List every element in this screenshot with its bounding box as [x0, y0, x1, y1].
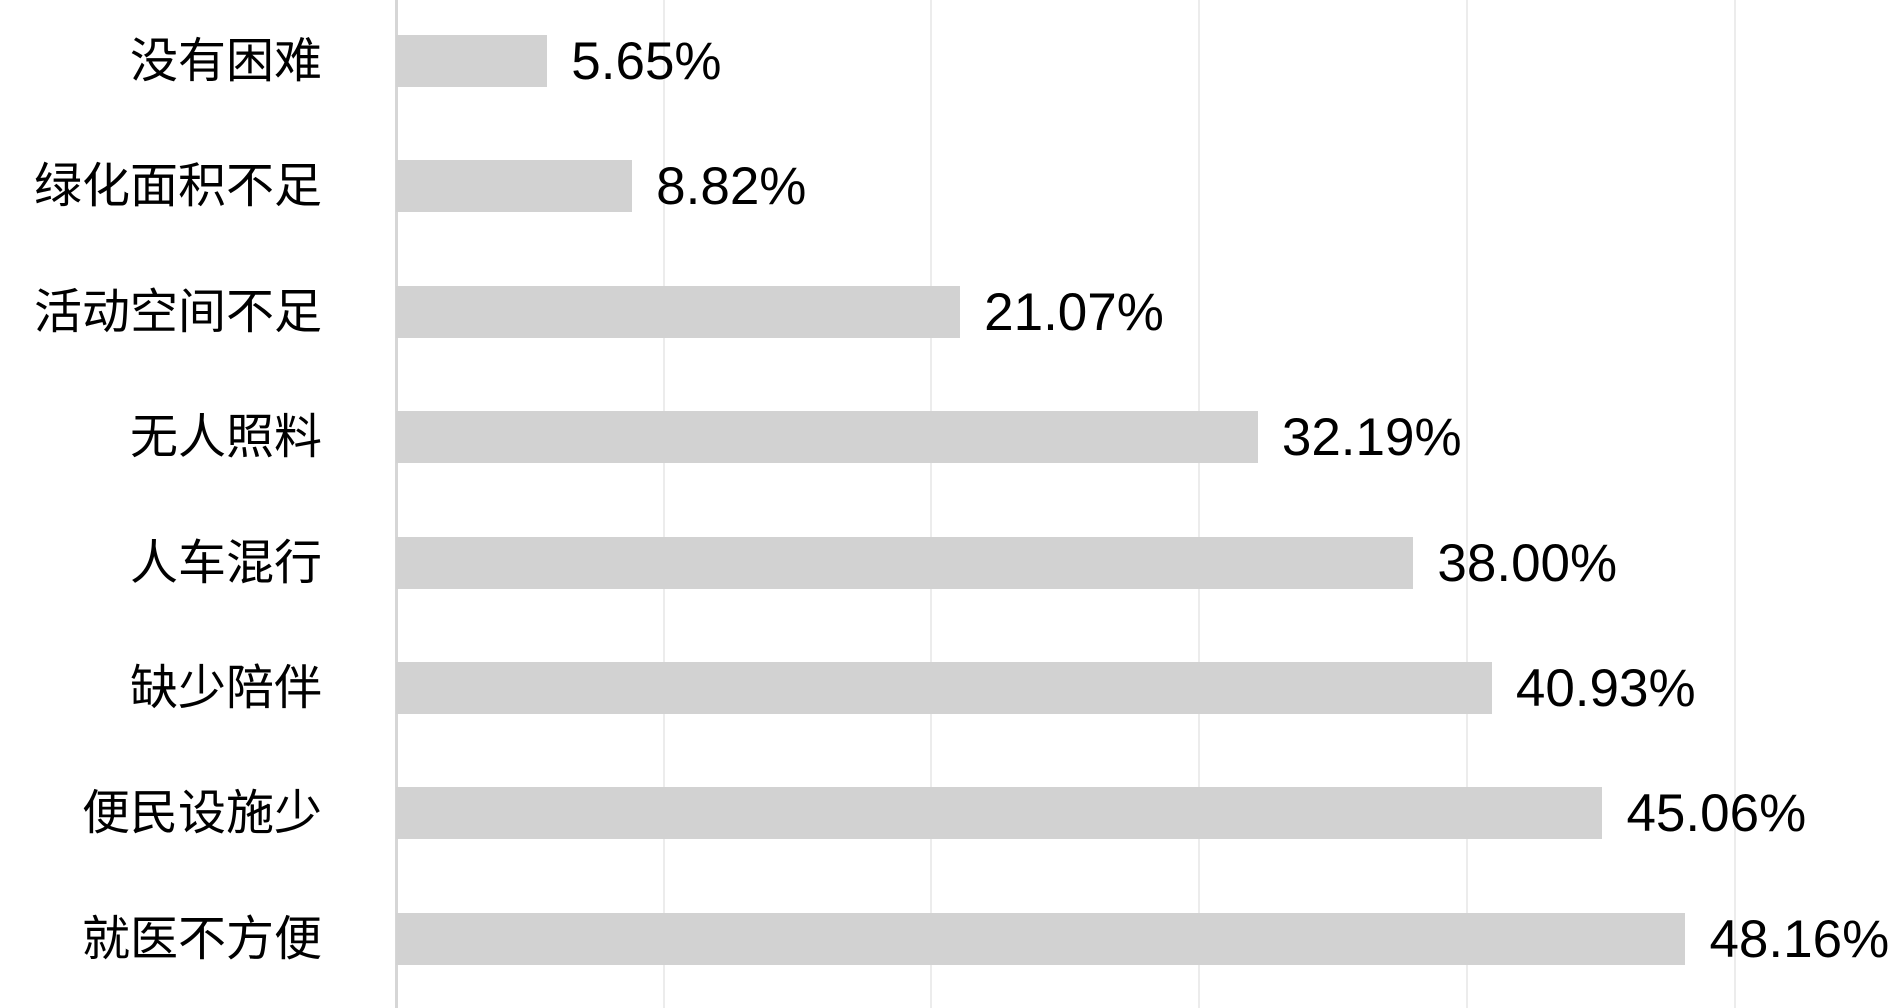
value-label: 32.19% — [1281, 408, 1462, 468]
category-label: 绿化面积不足 — [33, 160, 322, 214]
gridline — [1198, 0, 1201, 1008]
value-label: 21.07% — [984, 282, 1164, 342]
value-axis-line — [395, 0, 398, 1008]
category-label: 无人照料 — [129, 411, 322, 465]
bar — [396, 160, 633, 213]
chart-row: 无人照料 32.19% — [130, 408, 1890, 468]
value-label: 45.06% — [1626, 784, 1807, 844]
plot-area: 没有困难 5.65% 绿化面积不足 8.82% 活动空间不足 21.07% 无人… — [34, 0, 1890, 1008]
category-label: 活动空间不足 — [33, 285, 322, 339]
gridline — [1465, 0, 1468, 1008]
bar — [396, 912, 1686, 965]
category-label: 缺少陪伴 — [129, 662, 322, 715]
gridline — [1733, 0, 1736, 1008]
category-label: 人车混行 — [129, 536, 322, 590]
category-label: 便民设施少 — [81, 787, 322, 841]
bar — [396, 662, 1492, 714]
bar — [396, 536, 1414, 589]
chart-row: 就医不方便 48.16% — [82, 909, 1890, 969]
value-label: 48.16% — [1709, 909, 1890, 969]
bar — [396, 285, 961, 338]
bar — [396, 411, 1258, 464]
value-label: 5.65% — [571, 32, 722, 91]
chart-row: 没有困难 5.65% — [130, 32, 1890, 91]
value-label: 40.93% — [1515, 659, 1696, 718]
value-label: 8.82% — [656, 157, 807, 217]
chart-row: 活动空间不足 21.07% — [34, 282, 1890, 342]
chart-row: 绿化面积不足 8.82% — [34, 157, 1890, 217]
chart-row: 便民设施少 45.06% — [82, 784, 1890, 844]
value-label: 38.00% — [1437, 533, 1618, 593]
bar — [396, 35, 548, 87]
chart-row: 缺少陪伴 40.93% — [130, 659, 1890, 718]
gridline — [930, 0, 933, 1008]
gridline — [662, 0, 665, 1008]
bar — [396, 787, 1603, 840]
category-label: 就医不方便 — [81, 912, 322, 966]
chart-row: 人车混行 38.00% — [130, 533, 1890, 593]
category-label: 没有困难 — [129, 35, 322, 88]
